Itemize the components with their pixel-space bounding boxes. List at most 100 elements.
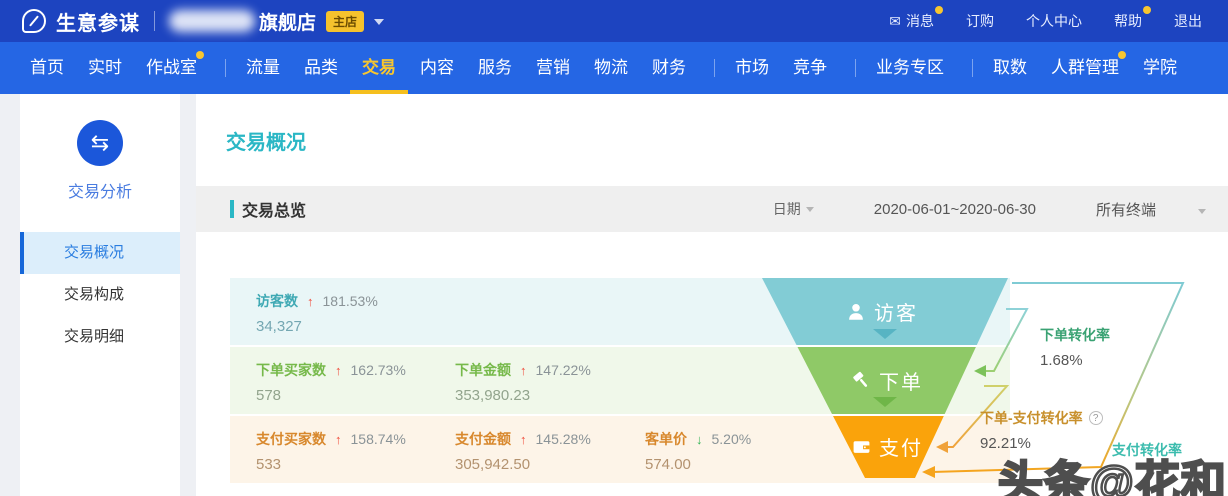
topbar-item-subscribe[interactable]: 订购 [966, 11, 994, 31]
trend-up-icon [335, 432, 342, 447]
chevron-down-icon [805, 206, 814, 212]
nav-item-label: 作战室 [146, 58, 197, 77]
topbar: 生意参谋 旗舰店 主店 消息 订购 个人中心 帮助 退出 [0, 0, 1228, 42]
terminal-dropdown[interactable]: 所有终端 [1095, 201, 1156, 219]
nav-item-home[interactable]: 首页 [30, 58, 64, 77]
funnel-down-arrow-icon [873, 329, 897, 339]
pay-wallet-icon [853, 441, 870, 453]
metric-pay-buyers: 支付买家数 158.74% 533 [256, 429, 406, 473]
nav-item-traffic[interactable]: 流量 [246, 58, 280, 77]
topbar-menu: 消息 订购 个人中心 帮助 退出 [889, 6, 1228, 31]
topbar-item-messages[interactable]: 消息 [889, 6, 943, 31]
nav-item-war-room[interactable]: 作战室 [146, 42, 204, 94]
funnel-stage-pay [833, 416, 944, 478]
metric-label: 访客数 [256, 293, 298, 309]
nav-item-logistics[interactable]: 物流 [594, 58, 628, 77]
arrow-left-icon [974, 365, 986, 377]
shop-switcher-button[interactable] [374, 12, 385, 30]
topbar-item-logout[interactable]: 退出 [1174, 11, 1202, 31]
nav-item-realtime[interactable]: 实时 [88, 58, 122, 77]
nav-item-content[interactable]: 内容 [420, 58, 454, 77]
topbar-item-profile[interactable]: 个人中心 [1026, 11, 1082, 31]
trend-down-icon [696, 432, 703, 447]
overview-bar: 交易总览 日期 2020-06-01~2020-06-30 所有终端 [196, 186, 1228, 232]
sycm-logo-icon [22, 9, 46, 33]
nav-item-finance[interactable]: 财务 [652, 58, 686, 77]
funnel-label-pay: 支付 [852, 432, 923, 461]
nav-item-audience[interactable]: 人群管理 [1051, 42, 1126, 94]
nav-item-academy[interactable]: 学院 [1143, 58, 1177, 77]
stage-label-text: 下单 [879, 372, 923, 394]
chevron-down-icon [374, 19, 385, 25]
conversion-label: 下单转化率 [1040, 327, 1110, 343]
sidebar-item-trade-details[interactable]: 交易明细 [64, 328, 125, 345]
main-navbar: 首页 实时 作战室 流量 品类 交易 内容 服务 营销 物流 财务 市场 竞争 … [0, 42, 1228, 94]
funnel-stage-visitor [762, 278, 1008, 345]
metric-pay-amount: 支付金额 145.28% 305,942.50 [455, 429, 591, 473]
divider [855, 59, 856, 77]
terminal-dropdown-caret[interactable] [1198, 201, 1206, 217]
trend-up-icon [520, 363, 527, 378]
transfer-arrows-icon: ⇆ [77, 120, 123, 166]
sidebar: ⇆ 交易分析 交易概况 交易构成 交易明细 [20, 94, 180, 496]
nav-item-marketing[interactable]: 营销 [536, 58, 570, 77]
nav-item-transactions[interactable]: 交易 [362, 42, 396, 94]
date-dropdown[interactable]: 日期 [773, 199, 814, 219]
metric-change-pct: 162.73% [350, 362, 406, 378]
funnel-stage-order [797, 347, 976, 414]
date-range-value[interactable]: 2020-06-01~2020-06-30 [873, 200, 1036, 218]
nav-item-business-zone[interactable]: 业务专区 [876, 58, 944, 77]
visitor-person-icon [849, 303, 863, 320]
nav-item-category[interactable]: 品类 [304, 58, 338, 77]
conversion-label: 支付转化率 [1112, 442, 1182, 458]
funnel-label-order: 下单 [852, 366, 923, 395]
arrow-left-icon [936, 441, 948, 453]
nav-item-competition[interactable]: 竞争 [793, 58, 827, 77]
metric-value: 34,327 [256, 318, 302, 335]
metric-value: 533 [256, 456, 282, 473]
topbar-item-label: 帮助 [1114, 13, 1142, 29]
metric-label: 客单价 [645, 431, 687, 447]
metric-value: 574.00 [645, 456, 691, 473]
page-title: 交易概况 [226, 132, 306, 154]
shop-name-redacted [169, 10, 255, 32]
funnel-down-arrow-icon [873, 397, 897, 407]
sidebar-item-trade-composition[interactable]: 交易构成 [64, 286, 125, 303]
nav-item-data-fetch[interactable]: 取数 [993, 58, 1027, 77]
conversion-value: 92.21% [980, 435, 1031, 452]
metric-change-pct: 5.20% [711, 431, 752, 447]
section-accent-bar [230, 200, 234, 218]
topbar-item-label: 退出 [1174, 13, 1202, 29]
metric-change-pct: 158.74% [350, 431, 406, 447]
divider [225, 59, 226, 77]
sidebar-item-trade-overview[interactable]: 交易概况 [20, 232, 180, 274]
conversion-pay-rate: 支付转化率 [1112, 440, 1182, 460]
metric-order-buyers: 下单买家数 162.73% 578 [256, 360, 406, 404]
metric-label: 下单买家数 [256, 362, 326, 378]
divider [154, 11, 155, 31]
metric-value: 578 [256, 387, 282, 404]
help-icon[interactable]: ? [1088, 411, 1103, 425]
notification-dot [935, 6, 943, 14]
metric-label: 支付金额 [455, 431, 511, 447]
topbar-item-label: 订购 [966, 13, 994, 29]
notification-dot [1118, 51, 1126, 59]
nav-item-service[interactable]: 服务 [478, 58, 512, 77]
chevron-down-icon [1198, 209, 1206, 214]
trend-up-icon [335, 363, 342, 378]
metric-avg-order-value: 客单价 5.20% 574.00 [645, 429, 751, 473]
divider [972, 59, 973, 77]
nav-item-market[interactable]: 市场 [735, 58, 769, 77]
shop-name-suffix: 旗舰店 [259, 12, 317, 34]
overview-filters: 日期 2020-06-01~2020-06-30 所有终端 [773, 199, 1228, 220]
metric-order-amount: 下单金额 147.22% 353,980.23 [455, 360, 591, 404]
mail-icon [889, 13, 901, 30]
conversion-order-pay-rate: 下单-支付转化率 ? 92.21% [980, 408, 1103, 452]
conversion-label: 下单-支付转化率 [980, 410, 1083, 426]
topbar-item-help[interactable]: 帮助 [1114, 6, 1151, 31]
topbar-item-label: 个人中心 [1026, 13, 1082, 29]
metric-change-pct: 145.28% [535, 431, 591, 447]
main-store-badge: 主店 [326, 10, 365, 32]
notification-dot [196, 51, 204, 59]
